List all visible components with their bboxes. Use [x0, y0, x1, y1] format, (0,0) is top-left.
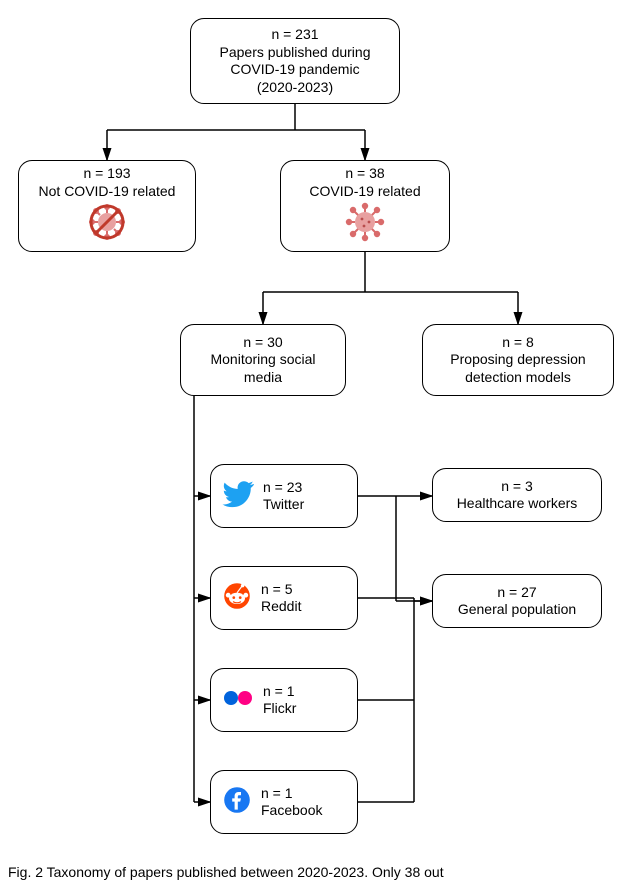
node-facebook-l1: n = 1 — [261, 785, 293, 803]
node-root-line3: COVID-19 pandemic — [230, 61, 359, 79]
connectors-layer — [0, 0, 640, 886]
facebook-icon — [221, 784, 253, 821]
node-flickr-l1: n = 1 — [263, 683, 295, 701]
node-covid-line2: COVID-19 related — [309, 183, 420, 201]
node-covid-line1: n = 38 — [345, 165, 384, 183]
node-facebook-l2: Facebook — [261, 802, 322, 820]
node-flickr: n = 1 Flickr — [210, 668, 358, 732]
node-proposing: n = 8 Proposing depression detection mod… — [422, 324, 614, 396]
node-monitoring-l3: media — [244, 369, 282, 387]
node-reddit-l2: Reddit — [261, 598, 301, 616]
node-healthcare: n = 3 Healthcare workers — [432, 468, 602, 522]
node-facebook: n = 1 Facebook — [210, 770, 358, 834]
node-general: n = 27 General population — [432, 574, 602, 628]
node-root-line4: (2020-2023) — [257, 79, 333, 97]
virus-prohibited-icon — [87, 202, 127, 247]
node-covid: n = 38 COVID-19 related — [280, 160, 450, 252]
twitter-icon — [221, 477, 255, 516]
virus-icon — [345, 202, 385, 247]
node-healthcare-l1: n = 3 — [501, 478, 533, 496]
node-proposing-l2: Proposing depression — [450, 351, 585, 369]
node-general-l1: n = 27 — [497, 584, 536, 602]
node-root-line1: n = 231 — [271, 26, 318, 44]
node-monitoring-l1: n = 30 — [243, 334, 282, 352]
node-twitter: n = 23 Twitter — [210, 464, 358, 528]
node-not-covid-line2: Not COVID-19 related — [39, 183, 176, 201]
node-healthcare-l2: Healthcare workers — [457, 495, 578, 513]
node-root-line2: Papers published during — [220, 44, 371, 62]
node-reddit-l1: n = 5 — [261, 581, 293, 599]
node-not-covid: n = 193 Not COVID-19 related — [18, 160, 196, 252]
node-monitoring-l2: Monitoring social — [210, 351, 315, 369]
node-twitter-l2: Twitter — [263, 496, 304, 514]
figure-caption: Fig. 2 Taxonomy of papers published betw… — [8, 864, 444, 880]
node-not-covid-line1: n = 193 — [83, 165, 130, 183]
node-proposing-l1: n = 8 — [502, 334, 534, 352]
node-reddit: n = 5 Reddit — [210, 566, 358, 630]
flickr-icon — [221, 687, 255, 714]
node-root: n = 231 Papers published during COVID-19… — [190, 18, 400, 104]
node-general-l2: General population — [458, 601, 576, 619]
node-flickr-l2: Flickr — [263, 700, 296, 718]
node-monitoring: n = 30 Monitoring social media — [180, 324, 346, 396]
node-proposing-l3: detection models — [465, 369, 571, 387]
node-twitter-l1: n = 23 — [263, 479, 302, 497]
reddit-icon — [221, 580, 253, 617]
